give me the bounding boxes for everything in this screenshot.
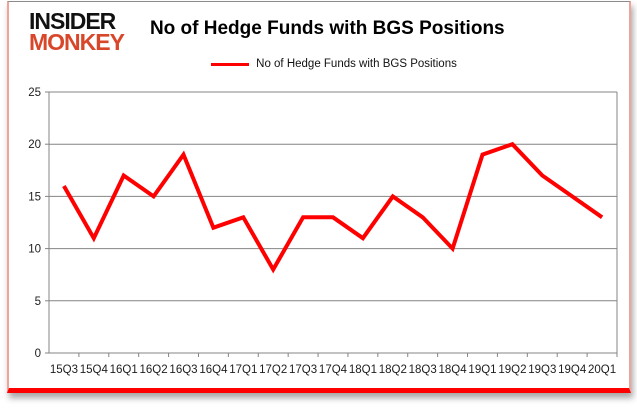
x-axis-label: 16Q1 [110, 364, 138, 376]
x-axis-label: 20Q1 [588, 364, 616, 376]
legend-line-swatch [211, 62, 250, 66]
x-axis-label: 18Q2 [379, 364, 407, 376]
chart-legend: No of Hedge Funds with BGS Positions [39, 56, 629, 72]
x-axis-label: 18Q4 [439, 364, 468, 376]
y-axis-label: 20 [28, 139, 41, 151]
header: INSIDER MONKEY No of Hedge Funds with BG… [9, 2, 629, 53]
x-axis-label: 19Q1 [468, 364, 496, 376]
x-axis-label: 16Q3 [169, 364, 197, 376]
x-axis-label: 17Q2 [259, 364, 287, 376]
plot-area: 0 5 10 15 20 25 15Q3 15Q4 16Q1 16Q2 16Q3 16Q4 17Q1 17… [9, 75, 629, 388]
x-axis-label: 18Q3 [409, 364, 437, 376]
data-line-series [62, 141, 604, 274]
logo-line-insider: INSIDER [29, 8, 116, 34]
logo-line-monkey: MONKEY [29, 29, 125, 56]
chart-title: No of Hedge Funds with BGS Positions [149, 18, 505, 39]
x-axis-label: 18Q1 [349, 364, 377, 376]
x-axis-label: 17Q1 [229, 364, 257, 376]
y-axis-label: 15 [28, 191, 41, 203]
x-axis-label: 19Q4 [558, 364, 587, 376]
x-axis-label: 19Q3 [528, 364, 556, 376]
chart-card: INSIDER MONKEY No of Hedge Funds with BG… [7, 1, 631, 393]
x-axis-label: 15Q3 [50, 364, 78, 376]
x-axis-label: 15Q4 [80, 364, 109, 376]
y-axis-label: 5 [35, 296, 41, 308]
x-axis-label: 19Q2 [498, 364, 526, 376]
y-axis-label: 10 [28, 244, 41, 256]
y-axis-label: 25 [28, 87, 41, 99]
x-axis-label: 17Q3 [289, 364, 317, 376]
insider-monkey-logo[interactable]: INSIDER MONKEY [29, 8, 125, 56]
x-axis-label: 17Q4 [319, 364, 348, 376]
x-axis-label: 16Q2 [140, 364, 168, 376]
y-axis-label: 0 [35, 348, 41, 360]
legend-label: No of Hedge Funds with BGS Positions [256, 58, 457, 71]
x-axis-label: 16Q4 [199, 364, 228, 376]
